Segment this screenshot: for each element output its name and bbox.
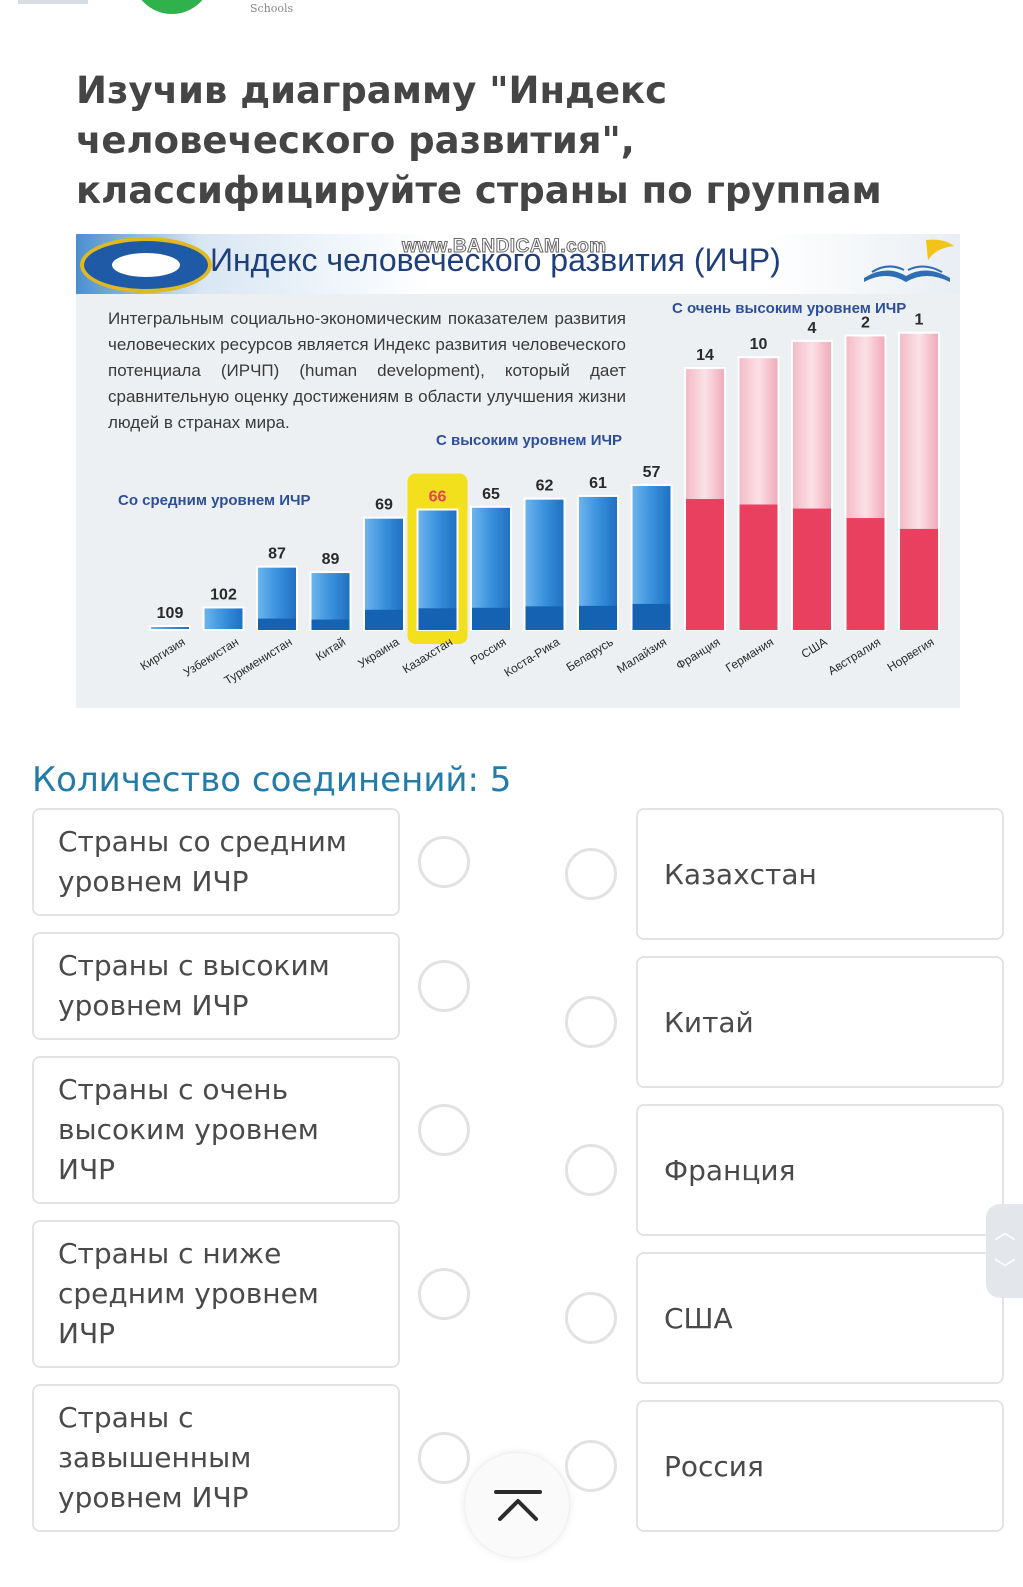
- data-label-10: 14: [696, 347, 714, 364]
- left-option-medium[interactable]: Страны со средним уровнем ИЧР: [32, 808, 400, 916]
- left-option-below-medium[interactable]: Страны с ниже средним уровнем ИЧР: [32, 1220, 400, 1368]
- bar-fill-12: [793, 508, 831, 630]
- tick-label-11: Германия: [723, 635, 776, 675]
- bar-fill-8: [579, 605, 617, 630]
- connections-count: Количество соединений: 5: [32, 760, 512, 800]
- right-option-russia[interactable]: Россия: [636, 1400, 1004, 1532]
- left-connector-4[interactable]: [418, 1268, 470, 1320]
- hdi-bar-chart: 109Киргизия102Узбекистан87Туркменистан89…: [138, 312, 940, 688]
- brand-text: Schools: [250, 2, 294, 15]
- left-option-very-high[interactable]: Страны с очень высоким уровнем ИЧР: [32, 1056, 400, 1204]
- data-label-0: 109: [157, 605, 184, 622]
- data-label-11: 10: [750, 336, 768, 353]
- bar-fill-4: [365, 609, 403, 630]
- tick-label-7: Коста-Рика: [502, 635, 563, 680]
- slide-description: Интегральным социально-экономическим пок…: [108, 309, 626, 432]
- tick-label-13: Австралия: [825, 635, 883, 678]
- tick-label-8: Беларусь: [564, 635, 616, 675]
- right-option-kazakhstan[interactable]: Казахстан: [636, 808, 1004, 940]
- slide-header: [76, 234, 960, 294]
- data-label-14: 1: [915, 312, 924, 329]
- tick-label-9: Малайзия: [614, 635, 669, 676]
- group-label-very-high: С очень высоким уровнем ИЧР: [672, 300, 907, 317]
- right-option-usa[interactable]: США: [636, 1252, 1004, 1384]
- right-option-china[interactable]: Китай: [636, 956, 1004, 1088]
- scroll-to-top-icon: [494, 1490, 542, 1521]
- right-connector-5[interactable]: [565, 1440, 617, 1492]
- scroll-widget[interactable]: ︿ ﹀: [986, 1204, 1023, 1298]
- bar-fill-10: [686, 499, 724, 630]
- bar-fill-7: [525, 606, 564, 630]
- bar-0: [149, 625, 191, 631]
- left-option-label: Страны с очень высоким уровнем ИЧР: [58, 1073, 319, 1186]
- left-option-label: Страны со средним уровнем ИЧР: [58, 825, 347, 898]
- tick-label-10: Франция: [673, 635, 722, 673]
- bar-1: [202, 606, 245, 632]
- scroll-to-top-button[interactable]: [464, 1452, 570, 1558]
- left-option-label: Страны с высоким уровнем ИЧР: [58, 949, 330, 1022]
- group-label-high: С высоким уровнем ИЧР: [436, 432, 623, 449]
- data-label-3: 89: [322, 551, 340, 568]
- left-option-label: Страны с завышенным уровнем ИЧР: [58, 1401, 252, 1514]
- left-connector-1[interactable]: [418, 836, 470, 888]
- site-logo: [132, 0, 212, 14]
- question-title: Изучив диаграмму "Индекс человеческого р…: [76, 69, 882, 212]
- data-label-4: 69: [375, 497, 393, 514]
- bar-fill-13: [846, 518, 885, 630]
- bar-fill-2: [258, 618, 296, 630]
- chevron-up-icon[interactable]: ︿: [994, 1220, 1017, 1245]
- left-connector-3[interactable]: [418, 1104, 470, 1156]
- data-label-2: 87: [268, 546, 286, 563]
- data-label-9: 57: [643, 464, 661, 481]
- chevron-down-icon[interactable]: ﹀: [994, 1258, 1017, 1283]
- bar-fill-9: [632, 603, 671, 630]
- bar-fill-6: [472, 607, 510, 630]
- data-label-13: 2: [861, 314, 870, 331]
- data-label-12: 4: [808, 320, 817, 337]
- open-book-icon: [864, 239, 954, 282]
- data-label-6: 65: [482, 486, 500, 503]
- right-option-label: Россия: [664, 1449, 764, 1483]
- right-connector-2[interactable]: [565, 996, 617, 1048]
- left-option-inflated[interactable]: Страны с завышенным уровнем ИЧР: [32, 1384, 400, 1532]
- tick-label-14: Норвегия: [885, 635, 937, 675]
- bar-fill-5: [418, 608, 457, 630]
- emblem-icon: [80, 237, 212, 293]
- right-connector-3[interactable]: [565, 1144, 617, 1196]
- right-option-france[interactable]: Франция: [636, 1104, 1004, 1236]
- right-connector-1[interactable]: [565, 848, 617, 900]
- data-label-8: 61: [589, 475, 607, 492]
- tick-label-4: Украина: [355, 634, 401, 670]
- right-option-label: США: [664, 1301, 733, 1335]
- left-option-label: Страны с ниже средним уровнем ИЧР: [58, 1237, 319, 1350]
- watermark: www.BANDICAM.com: [402, 236, 607, 258]
- right-connector-4[interactable]: [565, 1292, 617, 1344]
- left-connector-5[interactable]: [418, 1432, 470, 1484]
- left-option-high[interactable]: Страны с высоким уровнем ИЧР: [32, 932, 400, 1040]
- bar-fill-14: [900, 528, 938, 630]
- data-label-5: 66: [429, 489, 447, 506]
- tick-label-12: США: [799, 635, 830, 662]
- right-option-label: Казахстан: [664, 857, 817, 891]
- top-bar: [18, 0, 88, 4]
- group-label-medium: Со средним уровнем ИЧР: [118, 492, 311, 509]
- data-label-1: 102: [210, 586, 237, 603]
- bar-fill-11: [739, 504, 778, 630]
- right-option-label: Китай: [664, 1005, 754, 1039]
- data-label-7: 62: [536, 478, 554, 495]
- tick-label-6: Россия: [468, 635, 509, 668]
- left-connector-2[interactable]: [418, 960, 470, 1012]
- bar-fill-3: [311, 619, 350, 630]
- tick-label-3: Китай: [313, 635, 348, 664]
- hdi-slide-image: Индекс человеческого развития (ИЧР) www.…: [76, 234, 960, 708]
- slide-title: Индекс человеческого развития (ИЧР): [210, 242, 781, 278]
- right-option-label: Франция: [664, 1153, 796, 1187]
